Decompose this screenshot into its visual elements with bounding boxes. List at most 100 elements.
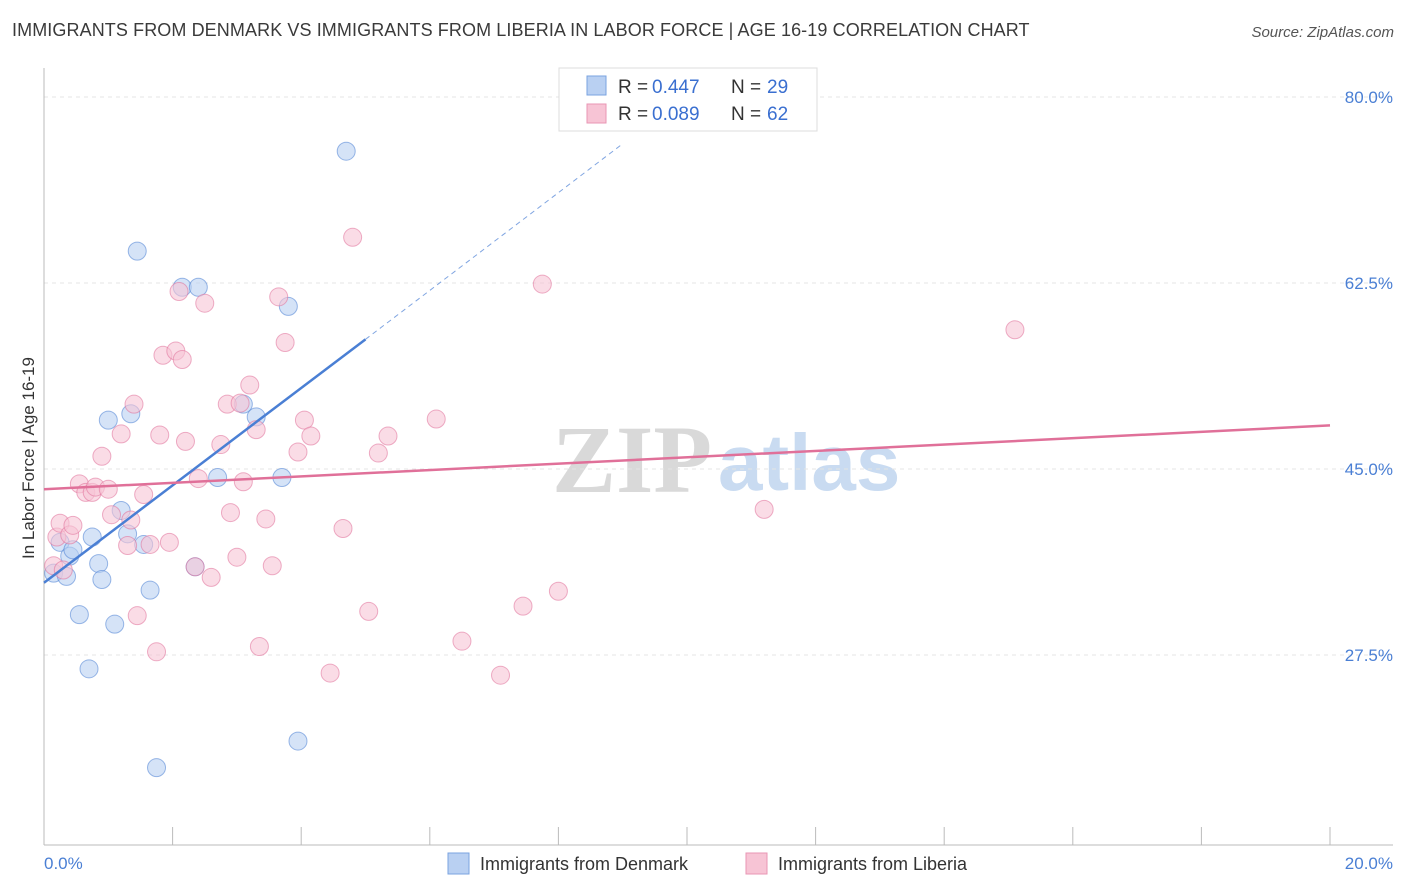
- data-point: [169, 282, 189, 302]
- legend-n-label-liberia: N =: [731, 104, 761, 125]
- trend-line: [43, 338, 367, 584]
- series-denmark-points: [44, 141, 356, 778]
- data-point: [378, 426, 398, 446]
- data-point: [175, 431, 195, 451]
- x-tick-label-right: 20.0%: [1345, 854, 1393, 873]
- data-point: [320, 663, 340, 683]
- legend-swatch-liberia: [586, 103, 607, 124]
- data-point: [121, 510, 141, 530]
- y-tick-label: 45.0%: [1345, 460, 1393, 479]
- legend-n-value-liberia: 62: [767, 104, 788, 125]
- data-point: [82, 527, 102, 547]
- data-point: [343, 227, 363, 247]
- data-point: [147, 642, 167, 662]
- data-point: [262, 556, 282, 576]
- legend-r-label-liberia: R =: [618, 104, 648, 125]
- series-legend-label-liberia: Immigrants from Liberia: [778, 854, 968, 874]
- data-point: [127, 241, 147, 261]
- data-point: [127, 606, 147, 626]
- legend-r-value-liberia: 0.089: [652, 104, 700, 125]
- data-point: [333, 519, 353, 539]
- data-point: [359, 601, 379, 621]
- data-point: [92, 570, 112, 590]
- data-point: [548, 581, 568, 601]
- x-tick-labels: 0.0% 20.0%: [44, 854, 1393, 873]
- data-point: [124, 394, 144, 414]
- data-point: [118, 536, 138, 556]
- data-point: [269, 287, 289, 307]
- data-point: [140, 580, 160, 600]
- data-point: [513, 596, 533, 616]
- trend-lines: [43, 143, 1331, 584]
- data-point: [208, 468, 228, 488]
- stats-legend: R = 0.447 N = 29 R = 0.089 N = 62: [558, 67, 818, 132]
- data-point: [63, 515, 83, 535]
- data-point: [275, 333, 295, 353]
- data-point: [102, 505, 122, 525]
- series-legend-label-denmark: Immigrants from Denmark: [480, 854, 689, 874]
- data-point: [491, 665, 511, 685]
- data-point: [288, 731, 308, 751]
- legend-swatch-denmark: [586, 75, 607, 96]
- series-legend: Immigrants from Denmark Immigrants from …: [447, 852, 968, 875]
- y-tick-labels: 80.0% 62.5% 45.0% 27.5%: [1345, 88, 1393, 665]
- data-point: [147, 758, 167, 778]
- source-credit: Source: ZipAtlas.com: [1251, 24, 1394, 41]
- data-point: [1005, 320, 1025, 340]
- data-point: [288, 442, 308, 462]
- data-point: [336, 141, 356, 161]
- data-point: [294, 410, 314, 430]
- legend-n-label-denmark: N =: [731, 77, 761, 98]
- legend-r-value-denmark: 0.447: [652, 77, 700, 98]
- data-point: [98, 410, 118, 430]
- series-legend-swatch-denmark: [447, 852, 470, 875]
- data-point: [452, 631, 472, 651]
- data-point: [92, 446, 112, 466]
- data-point: [754, 499, 774, 519]
- data-point: [89, 554, 109, 574]
- y-tick-label: 27.5%: [1345, 646, 1393, 665]
- data-point: [69, 605, 89, 625]
- y-axis-title: In Labor Force | Age 16-19: [19, 357, 38, 559]
- data-point: [140, 534, 160, 554]
- watermark: ZIP atlas: [552, 406, 900, 513]
- data-point: [105, 614, 125, 634]
- watermark-atlas: atlas: [718, 418, 900, 507]
- data-point: [185, 557, 205, 577]
- data-point: [172, 350, 192, 370]
- series-legend-swatch-liberia: [745, 852, 768, 875]
- data-point: [426, 409, 446, 429]
- data-point: [159, 532, 179, 552]
- axes: [43, 68, 1393, 846]
- y-tick-label: 62.5%: [1345, 274, 1393, 293]
- data-point: [301, 426, 321, 446]
- data-point: [233, 472, 253, 492]
- data-point: [211, 435, 231, 455]
- series-liberia-points: [44, 227, 1025, 685]
- data-point: [150, 425, 170, 445]
- data-point: [98, 479, 118, 499]
- y-tick-label: 80.0%: [1345, 88, 1393, 107]
- data-point: [256, 509, 276, 529]
- data-point: [134, 485, 154, 505]
- legend-r-label-denmark: R =: [618, 77, 648, 98]
- data-point: [240, 375, 260, 395]
- trend-line: [43, 424, 1331, 491]
- data-point: [79, 659, 99, 679]
- data-point: [195, 293, 215, 313]
- data-point: [188, 277, 208, 297]
- data-point: [227, 547, 247, 567]
- data-point: [220, 503, 240, 523]
- chart-title: IMMIGRANTS FROM DENMARK VS IMMIGRANTS FR…: [12, 20, 1030, 40]
- legend-n-value-denmark: 29: [767, 77, 788, 98]
- gridlines: [44, 96, 1393, 656]
- data-point: [230, 393, 250, 413]
- trend-line-extension: [365, 143, 624, 340]
- data-point: [188, 469, 208, 489]
- data-point: [249, 636, 269, 656]
- data-point: [201, 567, 221, 587]
- data-point: [368, 443, 388, 463]
- x-tick-label-left: 0.0%: [44, 854, 83, 873]
- data-point: [111, 424, 131, 444]
